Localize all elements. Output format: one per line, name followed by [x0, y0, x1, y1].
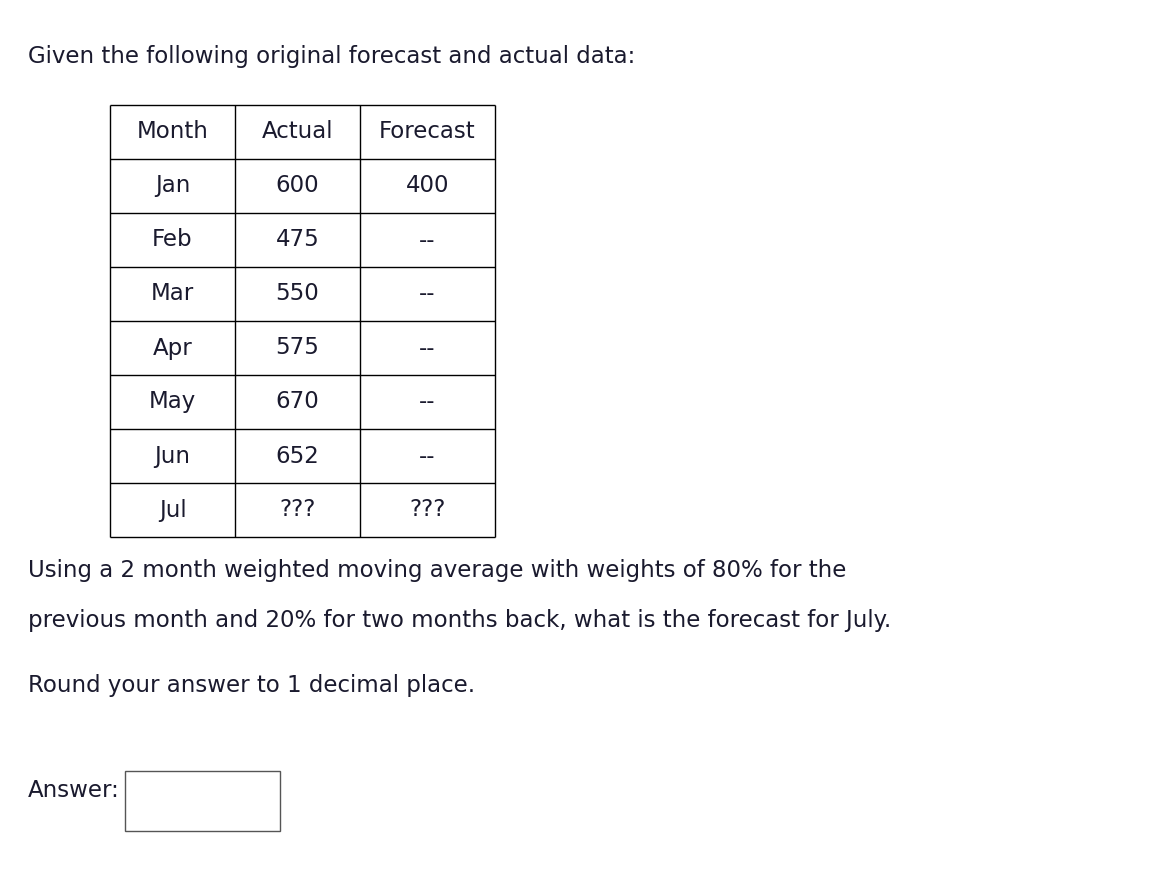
Text: Answer:: Answer: — [28, 779, 120, 802]
Text: Mar: Mar — [151, 283, 194, 306]
Text: Jan: Jan — [155, 175, 190, 198]
Text: 670: 670 — [276, 391, 319, 414]
Text: ???: ??? — [410, 499, 446, 522]
Text: ???: ??? — [279, 499, 316, 522]
Text: Month: Month — [136, 120, 209, 144]
Text: 475: 475 — [276, 229, 319, 252]
Text: Feb: Feb — [153, 229, 193, 252]
Text: Apr: Apr — [153, 337, 193, 360]
Text: --: -- — [419, 445, 436, 468]
Text: May: May — [149, 391, 196, 414]
Text: --: -- — [419, 229, 436, 252]
Text: Jul: Jul — [158, 499, 187, 522]
Text: previous month and 20% for two months back, what is the forecast for July.: previous month and 20% for two months ba… — [28, 609, 891, 632]
Text: Using a 2 month weighted moving average with weights of 80% for the: Using a 2 month weighted moving average … — [28, 559, 846, 582]
Text: 550: 550 — [276, 283, 319, 306]
Bar — [124, 771, 281, 831]
Text: --: -- — [419, 391, 436, 414]
Text: --: -- — [419, 337, 436, 360]
Text: 575: 575 — [276, 337, 319, 360]
Text: Given the following original forecast and actual data:: Given the following original forecast an… — [28, 45, 635, 68]
Text: Jun: Jun — [155, 445, 190, 468]
Text: 652: 652 — [276, 445, 319, 468]
Text: 600: 600 — [276, 175, 319, 198]
Text: Actual: Actual — [262, 120, 333, 144]
Text: Forecast: Forecast — [379, 120, 475, 144]
Text: 400: 400 — [406, 175, 450, 198]
Text: Round your answer to 1 decimal place.: Round your answer to 1 decimal place. — [28, 674, 475, 697]
Text: --: -- — [419, 283, 436, 306]
